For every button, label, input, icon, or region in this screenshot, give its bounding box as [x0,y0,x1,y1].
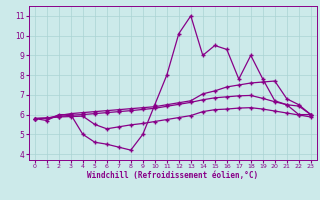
X-axis label: Windchill (Refroidissement éolien,°C): Windchill (Refroidissement éolien,°C) [87,171,258,180]
